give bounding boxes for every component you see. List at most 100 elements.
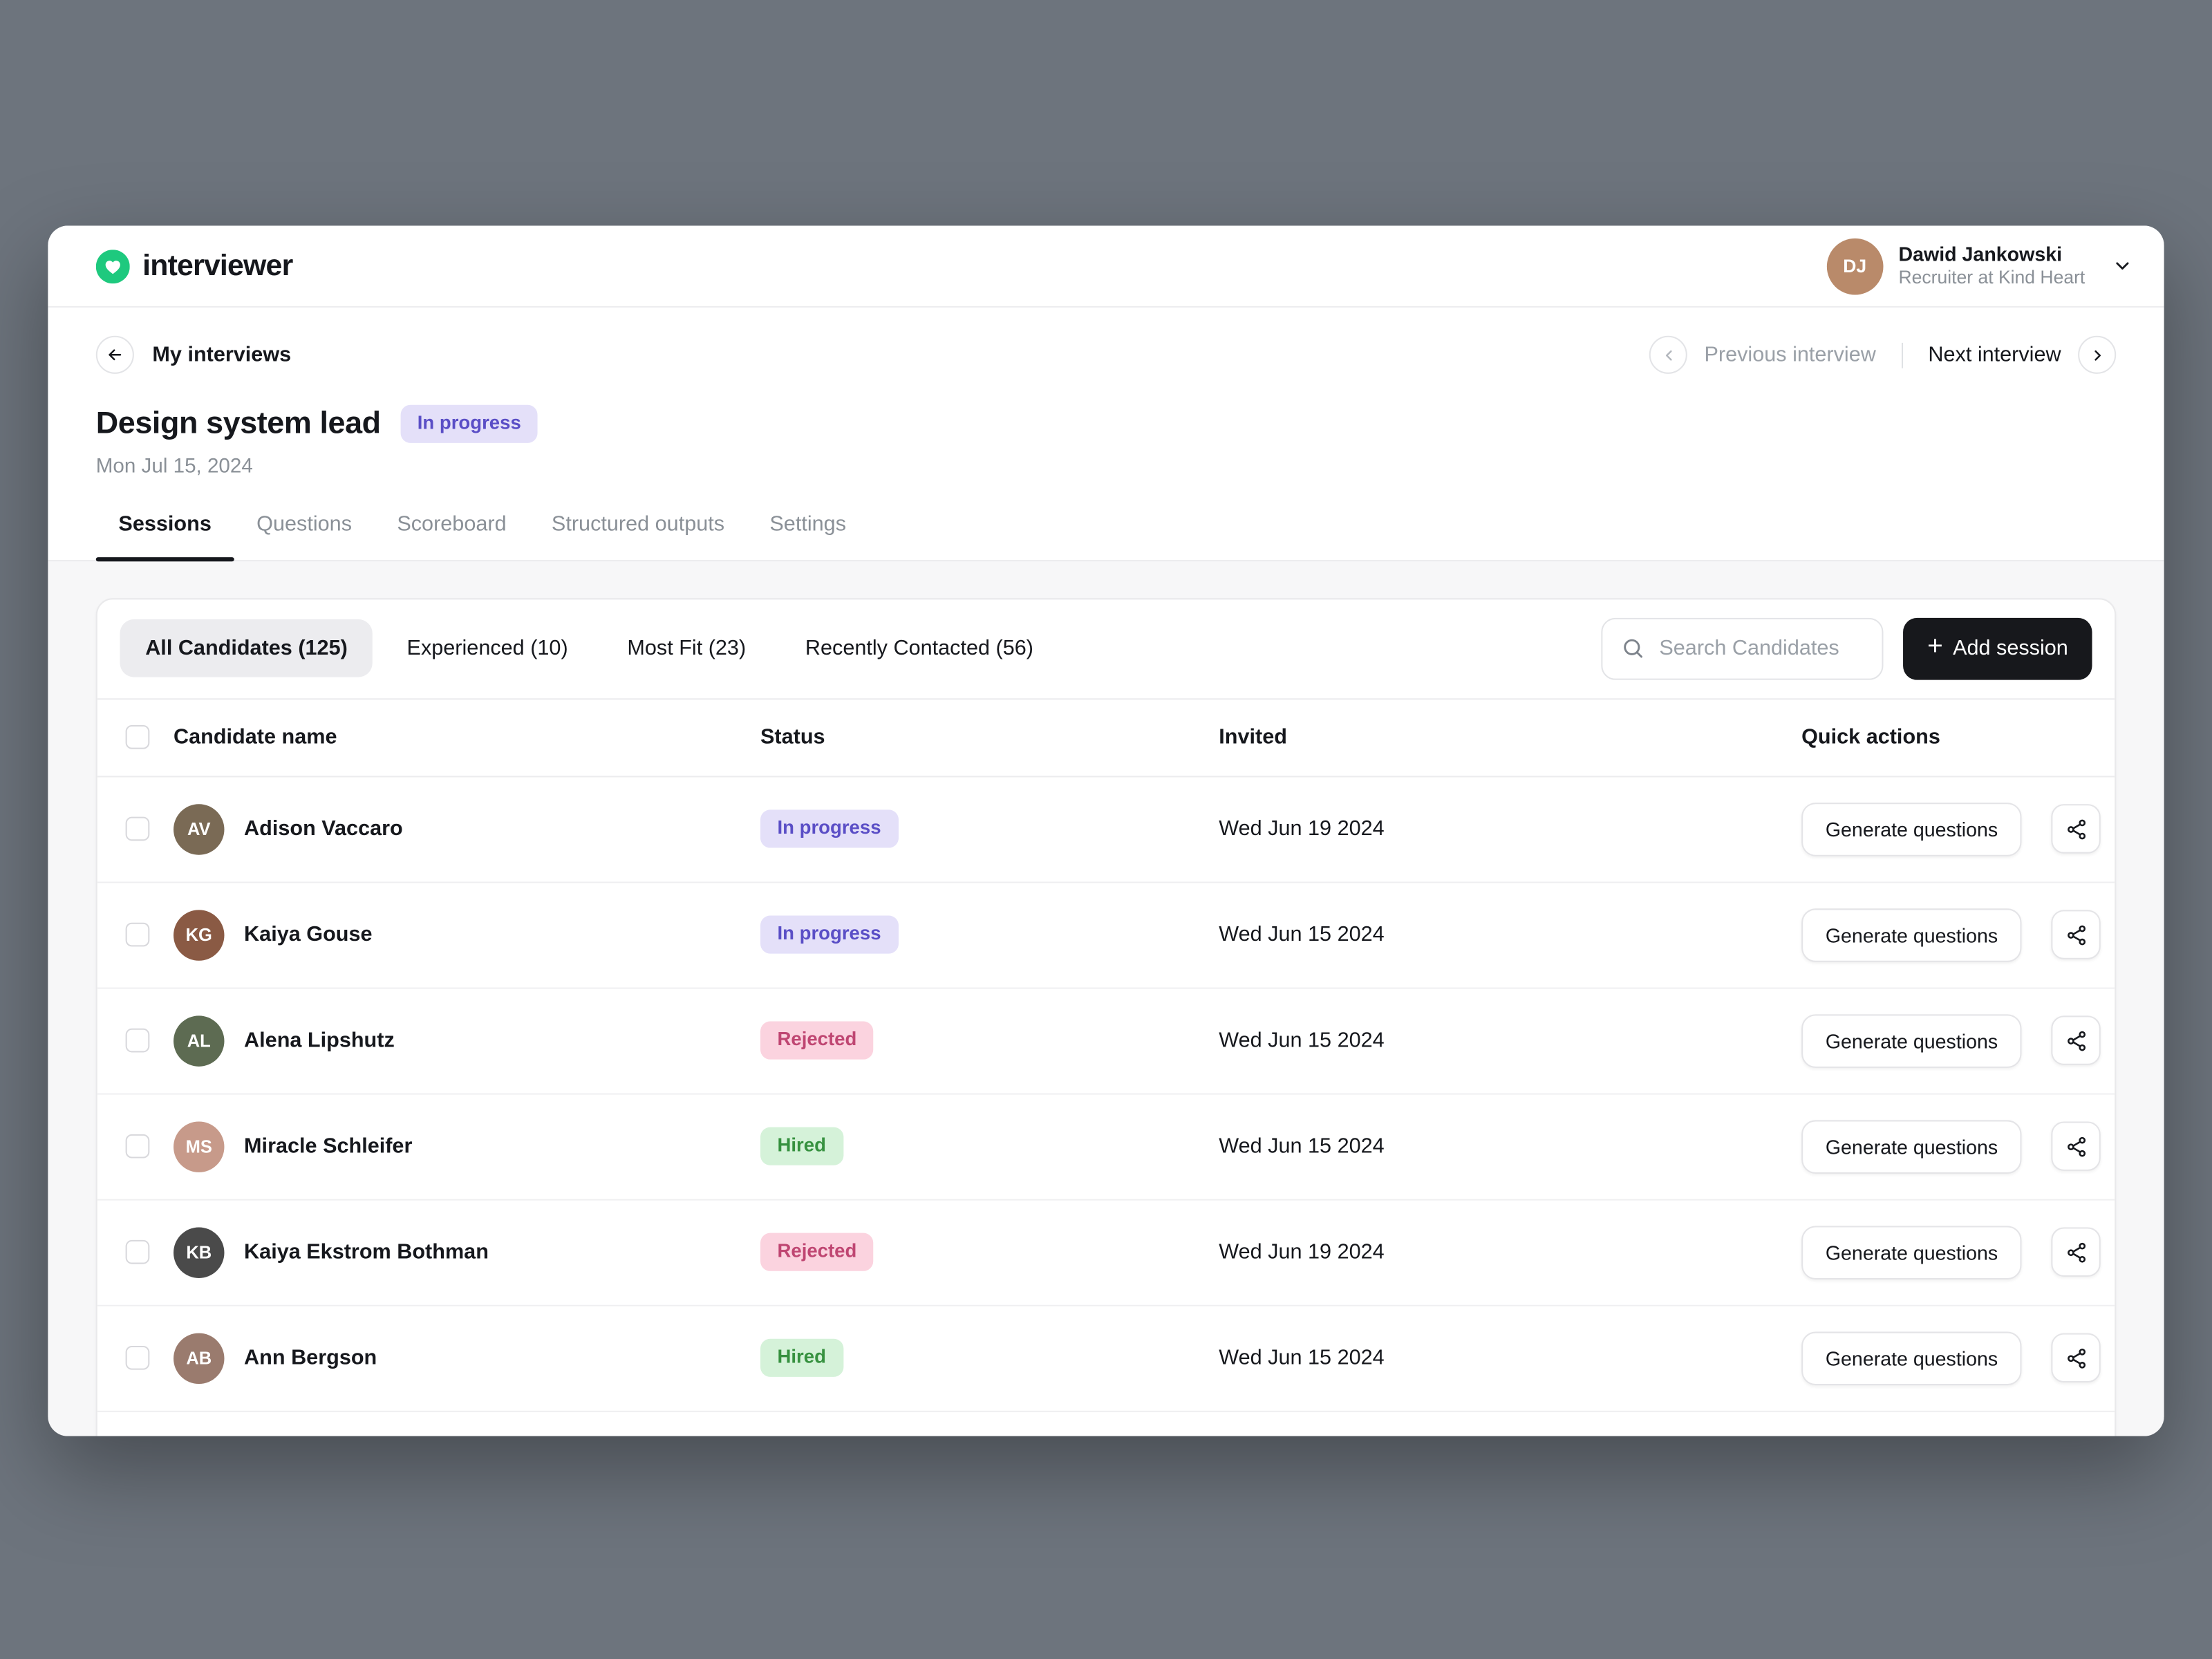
brand-logo[interactable]: interviewer	[95, 249, 293, 283]
user-menu[interactable]: DJ Dawid Jankowski Recruiter at Kind Hea…	[1826, 237, 2133, 294]
status-badge: Rejected	[760, 1022, 874, 1060]
candidate-rows: AV Adison Vaccaro In progress Wed Jun 19…	[97, 777, 2115, 1412]
next-interview-label[interactable]: Next interview	[1928, 342, 2061, 367]
select-all-checkbox[interactable]	[125, 725, 150, 750]
table-header: Candidate name Status Invited Quick acti…	[97, 700, 2115, 778]
quick-actions-cell: Generate questions	[1801, 1226, 2101, 1280]
brand-heart-icon	[95, 249, 130, 283]
candidate-row: AL Alena Lipshutz Rejected Wed Jun 15 20…	[97, 988, 2115, 1095]
back-button[interactable]	[95, 335, 134, 374]
quick-actions-cell: Generate questions	[1801, 1120, 2101, 1174]
plus-icon: +	[1927, 632, 1943, 662]
nav-right: Previous interview Next interview	[1649, 335, 2117, 374]
invited-date: Wed Jun 15 2024	[1219, 1134, 1385, 1159]
generate-questions-button[interactable]: Generate questions	[1801, 1331, 2022, 1385]
next-interview-button[interactable]	[2078, 335, 2117, 374]
row-checkbox[interactable]	[125, 1240, 150, 1265]
add-session-button[interactable]: + Add session	[1903, 617, 2092, 680]
chevron-right-icon	[2094, 349, 2100, 360]
status-cell: Hired	[760, 1339, 1219, 1378]
filter-experienced-10[interactable]: Experienced (10)	[382, 620, 594, 678]
status-badge: Rejected	[760, 1233, 874, 1272]
column-quick-actions: Quick actions	[1801, 725, 1940, 750]
user-role: Recruiter at Kind Heart	[1898, 266, 2086, 288]
divider	[1901, 341, 1903, 368]
share-icon	[2067, 1242, 2086, 1263]
app-window: interviewer DJ Dawid Jankowski Recruiter…	[48, 225, 2164, 1436]
invited-date: Wed Jun 15 2024	[1219, 1029, 1385, 1053]
previous-interview-button[interactable]	[1649, 335, 1687, 374]
candidate-name-cell: KB Kaiya Ekstrom Bothman	[174, 1227, 760, 1278]
breadcrumb: My interviews	[152, 342, 292, 367]
share-button[interactable]	[2051, 910, 2101, 960]
tab-questions[interactable]: Questions	[234, 512, 375, 560]
generate-questions-button[interactable]: Generate questions	[1801, 1014, 2022, 1068]
share-button[interactable]	[2051, 1016, 2101, 1066]
search-candidates-input[interactable]	[1602, 619, 1882, 679]
candidate-name-cell: AB Ann Bergson	[174, 1333, 760, 1384]
previous-interview-label[interactable]: Previous interview	[1704, 342, 1876, 367]
candidate-name: Adison Vaccaro	[244, 817, 403, 842]
share-button[interactable]	[2051, 805, 2101, 854]
candidate-avatar: KB	[174, 1227, 225, 1278]
candidate-name-cell: AV Adison Vaccaro	[174, 804, 760, 855]
quick-actions-cell: Generate questions	[1801, 1331, 2101, 1385]
generate-questions-button[interactable]: Generate questions	[1801, 1120, 2022, 1174]
page-title: Design system lead	[95, 405, 381, 441]
user-name: Dawid Jankowski	[1898, 242, 2063, 265]
column-status: Status	[760, 725, 825, 750]
share-icon	[2067, 1348, 2086, 1369]
share-button[interactable]	[2051, 1333, 2101, 1383]
status-cell: In progress	[760, 810, 1219, 849]
share-icon	[2067, 1136, 2086, 1157]
row-checkbox[interactable]	[125, 923, 150, 948]
nav-left: My interviews	[95, 335, 292, 374]
generate-questions-button[interactable]: Generate questions	[1801, 908, 2022, 962]
row-checkbox[interactable]	[125, 1029, 150, 1053]
candidate-name: Kaiya Ekstrom Bothman	[244, 1240, 489, 1265]
filter-row: All Candidates (125) Experienced (10) Most…	[97, 599, 2115, 700]
page-head: My interviews Previous interview Next in…	[48, 307, 2164, 561]
title-row: Design system lead In progress	[48, 374, 2164, 443]
share-icon	[2067, 925, 2086, 946]
candidate-row: KG Kaiya Gouse In progress Wed Jun 15 20…	[97, 883, 2115, 989]
quick-actions-cell: Generate questions	[1801, 908, 2101, 962]
candidates-card: All Candidates (125) Experienced (10) Most…	[95, 598, 2117, 1436]
quick-actions-cell: Generate questions	[1801, 1014, 2101, 1068]
candidate-name: Ann Bergson	[244, 1346, 377, 1371]
share-button[interactable]	[2051, 1228, 2101, 1277]
filter-recently-contacted-56[interactable]: Recently Contacted (56)	[780, 620, 1059, 678]
column-candidate-name: Candidate name	[174, 725, 337, 750]
row-checkbox[interactable]	[125, 1346, 150, 1371]
tab-settings[interactable]: Settings	[747, 512, 869, 560]
table-section: All Candidates (125) Experienced (10) Most…	[48, 561, 2164, 1436]
invited-date: Wed Jun 19 2024	[1219, 1240, 1385, 1265]
candidate-filters: All Candidates (125) Experienced (10) Most…	[120, 619, 1059, 678]
candidate-name: Alena Lipshutz	[244, 1029, 395, 1053]
status-badge: In progress	[760, 916, 899, 955]
row-checkbox[interactable]	[125, 1134, 150, 1159]
tab-structured-outputs[interactable]: Structured outputs	[529, 512, 747, 560]
status-badge: Hired	[760, 1127, 843, 1166]
candidate-row: MS Miracle Schleifer Hired Wed Jun 15 20…	[97, 1094, 2115, 1201]
row-checkbox[interactable]	[125, 817, 150, 842]
status-badge: Hired	[760, 1339, 843, 1378]
quick-actions-cell: Generate questions	[1801, 802, 2101, 856]
chevron-down-icon[interactable]	[2112, 255, 2133, 276]
filter-all-candidates-125[interactable]: All Candidates (125)	[120, 619, 373, 678]
candidate-name: Miracle Schleifer	[244, 1134, 413, 1159]
generate-questions-button[interactable]: Generate questions	[1801, 1226, 2022, 1280]
candidate-name-cell: KG Kaiya Gouse	[174, 910, 760, 961]
tab-sessions[interactable]: Sessions	[95, 512, 234, 561]
status-cell: Rejected	[760, 1233, 1219, 1272]
search-candidates[interactable]	[1601, 617, 1884, 680]
filter-most-fit-23[interactable]: Most Fit (23)	[602, 620, 771, 678]
chevron-left-icon	[1665, 349, 1671, 360]
tab-scoreboard[interactable]: Scoreboard	[375, 512, 529, 560]
candidate-row: AB Ann Bergson Hired Wed Jun 15 2024 Gen…	[97, 1306, 2115, 1412]
share-button[interactable]	[2051, 1122, 2101, 1172]
status-cell: Hired	[760, 1127, 1219, 1166]
generate-questions-button[interactable]: Generate questions	[1801, 802, 2022, 856]
interview-status-badge: In progress	[400, 404, 538, 443]
